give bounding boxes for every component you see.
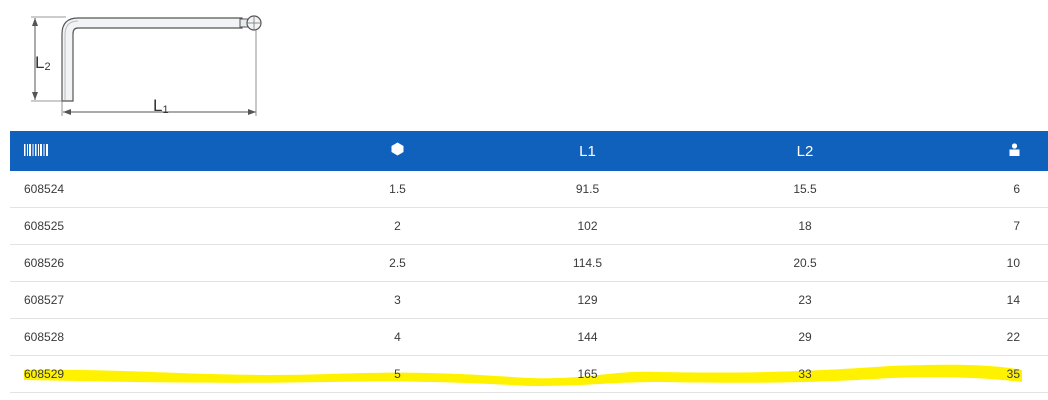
cell-l1: 102: [577, 219, 598, 233]
cell-qty: 14: [1006, 293, 1020, 307]
table-row: 608527 3 129 23 14: [10, 282, 1048, 319]
cell-l2: 15.5: [793, 182, 817, 196]
cell-qty: 22: [1006, 330, 1020, 344]
cell-code: 608524: [24, 182, 65, 196]
cell-l1: 91.5: [575, 182, 600, 196]
cell-l1: 144: [577, 330, 598, 344]
cell-l2: 33: [798, 367, 812, 381]
barcode-icon: [24, 143, 48, 160]
header-hex: [310, 142, 485, 160]
table-row: 608528 4 144 29 22: [10, 319, 1048, 356]
cell-qty: 7: [1013, 219, 1020, 233]
header-l1: L1: [579, 142, 596, 160]
cell-hex: 2.5: [389, 256, 406, 270]
cell-qty: 10: [1006, 256, 1020, 270]
cell-l1: 165: [577, 367, 598, 381]
cell-code: 608529: [24, 367, 65, 381]
table-body: 608524 1.5 91.5 15.5 6 608525 2 102 18 7 608526 2.5…: [10, 171, 1048, 393]
cell-code: 608528: [24, 330, 65, 344]
l-wrench-drawing: L2 L1: [31, 15, 262, 116]
cell-code: 608527: [24, 293, 65, 307]
cell-hex: 5: [394, 367, 401, 381]
cell-qty: 35: [1006, 367, 1020, 381]
cell-l1: 114.5: [572, 256, 603, 270]
table-row: 608529 5 165 33 35: [10, 356, 1048, 393]
header-qty: [920, 142, 1048, 160]
cell-hex: 2: [394, 219, 401, 233]
weight-icon: [1009, 143, 1020, 160]
cell-l2: 23: [798, 293, 812, 307]
header-code: [10, 142, 310, 160]
hex-key-diagram: L2 L1: [18, 8, 278, 120]
table-row: 608526 2.5 114.5 20.5 10: [10, 245, 1048, 282]
table-header: L1 L2: [10, 131, 1048, 171]
l1-label: L1: [153, 96, 169, 116]
table-row: 608524 1.5 91.5 15.5 6: [10, 171, 1048, 208]
cell-hex: 1.5: [389, 182, 406, 196]
cell-l1: 129: [577, 293, 598, 307]
cell-code: 608525: [24, 219, 65, 233]
l2-label: L2: [35, 53, 51, 73]
cell-l2: 20.5: [793, 256, 817, 270]
spec-table: L1 L2 608524 1.5 91.5 15.5 6 608525 2 102 18 7 608…: [10, 131, 1048, 393]
cell-qty: 6: [1013, 182, 1020, 196]
hexagon-icon: [391, 142, 404, 160]
cell-l2: 29: [798, 330, 812, 344]
table-row: 608525 2 102 18 7: [10, 208, 1048, 245]
cell-hex: 3: [394, 293, 401, 307]
cell-hex: 4: [394, 330, 401, 344]
header-l2: L2: [796, 142, 814, 160]
cell-code: 608526: [24, 256, 65, 270]
cell-l2: 18: [798, 219, 812, 233]
